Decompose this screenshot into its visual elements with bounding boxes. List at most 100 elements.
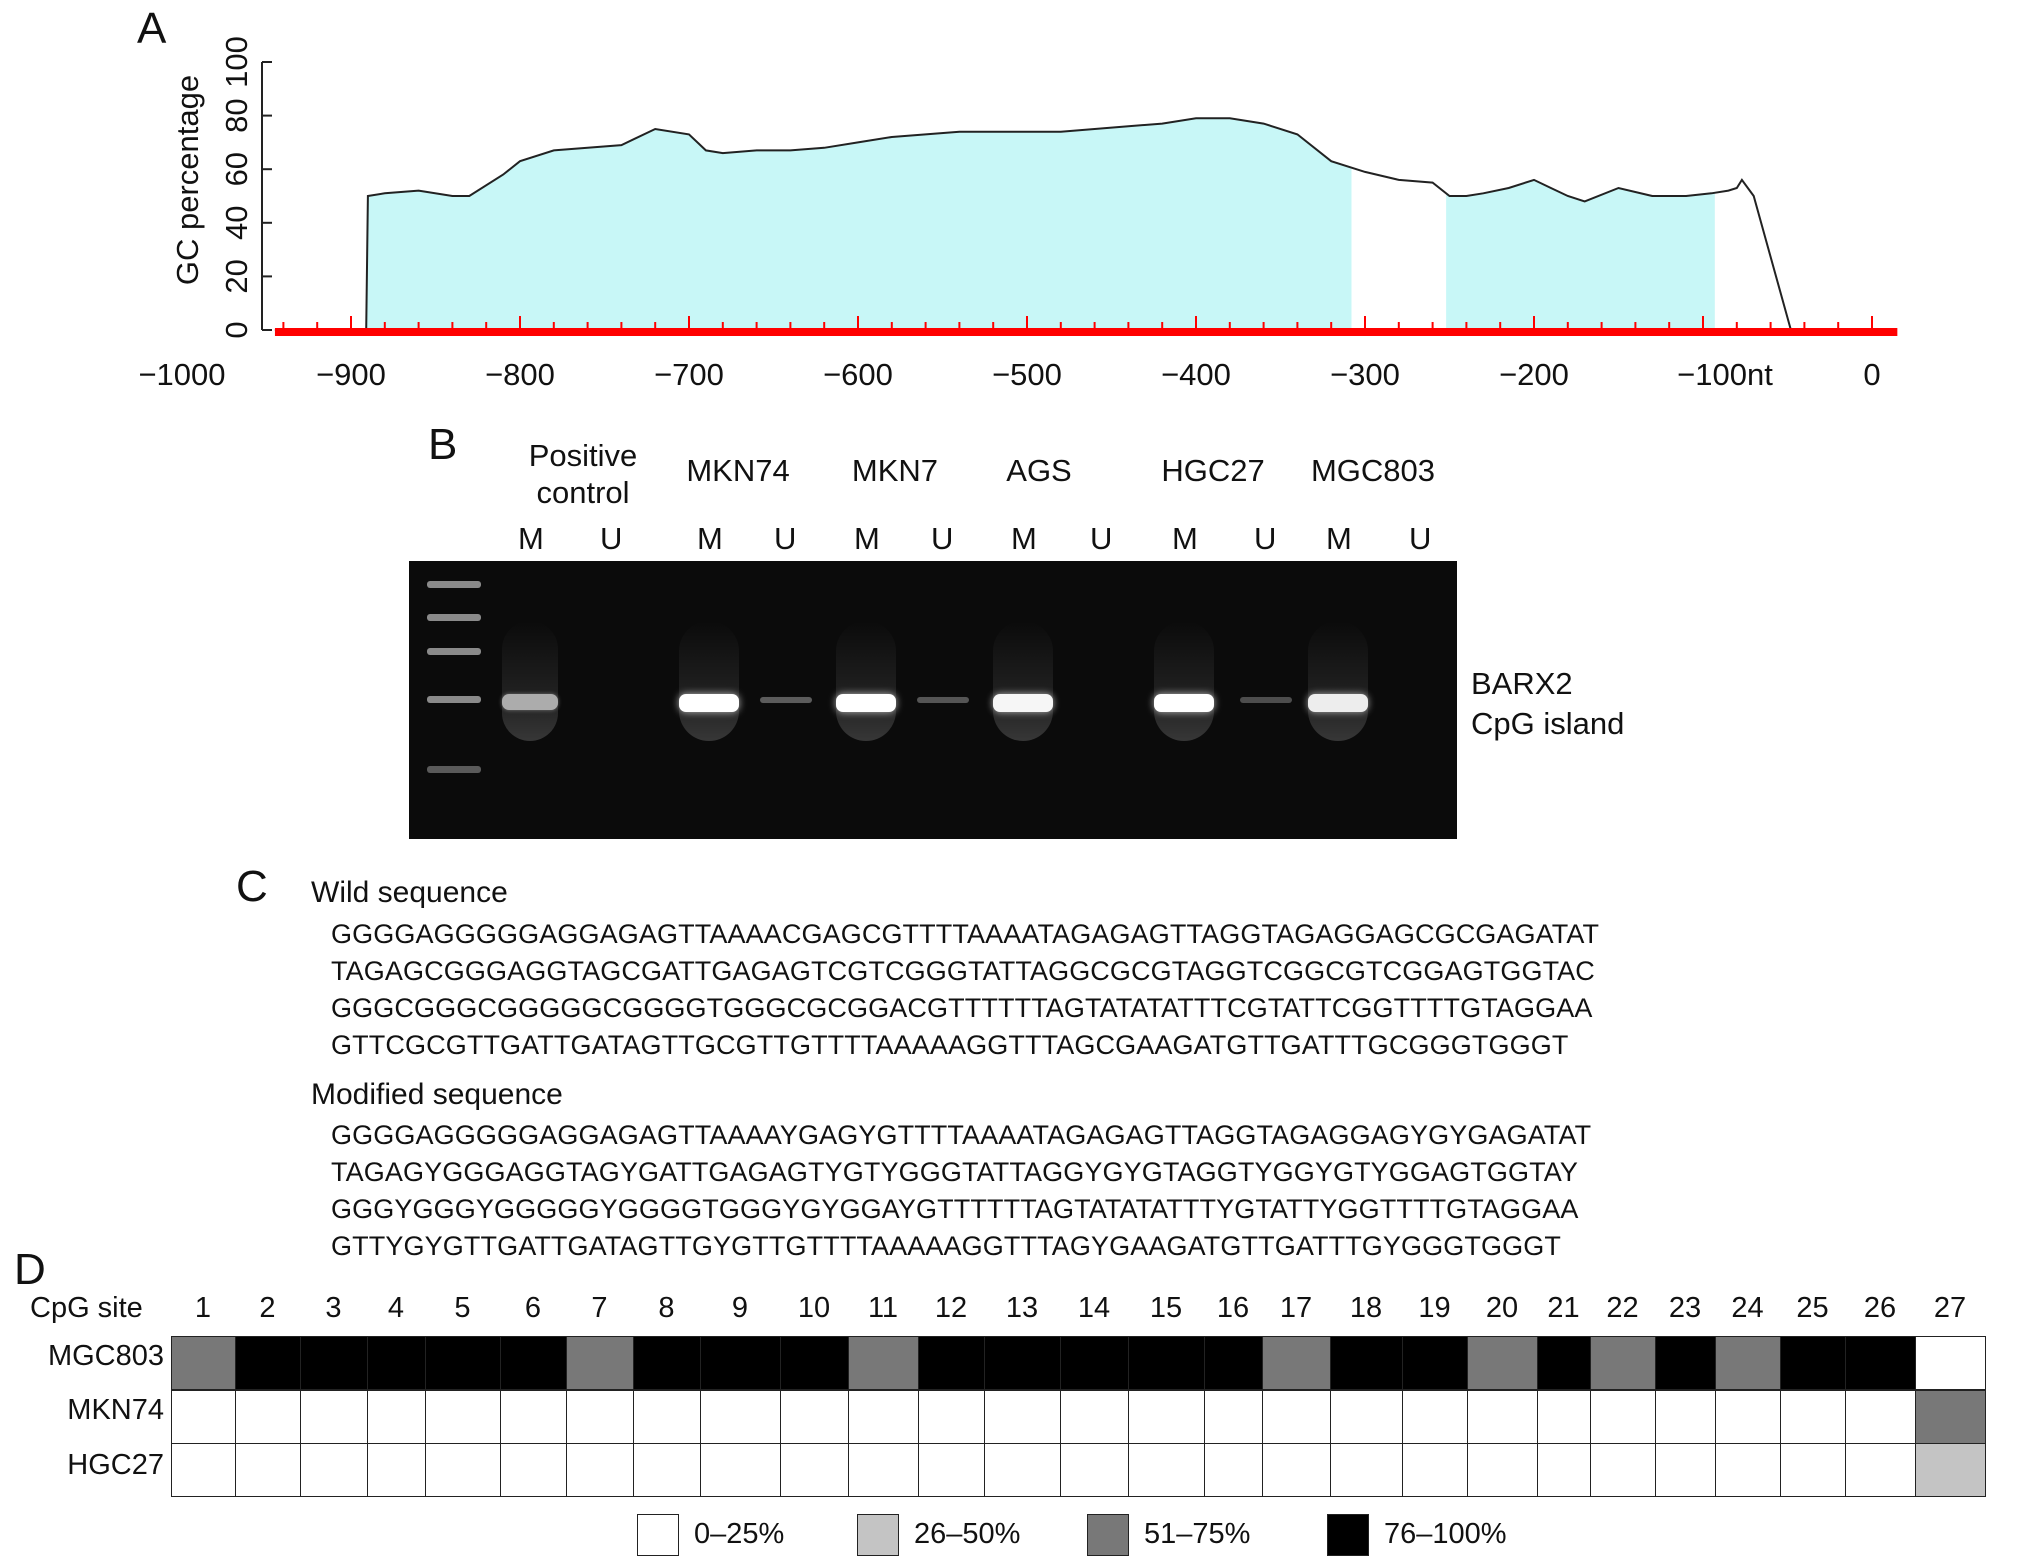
gel-image xyxy=(409,561,1457,839)
cpg-site-number: 4 xyxy=(387,1292,405,1324)
x-tick-label: −500 xyxy=(992,357,1062,392)
cpg-site-number: 21 xyxy=(1547,1292,1580,1324)
cpg-site-number: 10 xyxy=(797,1292,831,1324)
gc-percentage-chart: 0 20 40 60 80 100 −1000 −900 −800 −700 −600 −500 −4… xyxy=(138,36,1898,392)
panel-label-c: C xyxy=(236,862,268,911)
cpg-site-number: 9 xyxy=(731,1292,749,1324)
modified-sequence-line: GGGGAGGGGGAGGAGAGTTAAAAYGAGYGTTTTAAAATAG… xyxy=(331,1120,1592,1150)
methylation-cell xyxy=(367,1336,426,1390)
methylated-pcr-band xyxy=(1154,694,1214,712)
modified-sequence-line: TAGAGYGGGAGGTAGYGATTGAGAGTYGTYGGGTATTAGG… xyxy=(331,1157,1579,1187)
x-tick-label: 0 xyxy=(1863,357,1880,392)
methylation-cell xyxy=(1330,1443,1403,1497)
x-tick-label: −300 xyxy=(1330,357,1400,392)
cpg-site-header: CpG site xyxy=(30,1292,143,1324)
wild-sequence-line: GGGGAGGGGGAGGAGAGTTAAAACGAGCGTTTTAAAATAG… xyxy=(331,919,1600,949)
cpg-site-number: 25 xyxy=(1796,1292,1829,1324)
cpg-island-areas xyxy=(366,118,1715,330)
cpg-site-number: 15 xyxy=(1149,1292,1183,1324)
band-smear xyxy=(502,621,558,741)
panel-label-d: D xyxy=(14,1245,46,1294)
cpg-site-number: 22 xyxy=(1606,1292,1639,1324)
methylation-cell xyxy=(500,1443,567,1497)
gene-name: BARX2 xyxy=(1471,666,1573,701)
methylation-cell xyxy=(425,1390,501,1444)
methylation-cell xyxy=(848,1336,919,1390)
x-tick-label: −600 xyxy=(823,357,893,392)
wild-sequence-title: Wild sequence xyxy=(311,876,508,909)
cpg-site-number: 13 xyxy=(1005,1292,1039,1324)
methylation-cell xyxy=(1467,1336,1538,1390)
cpg-island-area xyxy=(1446,179,1715,330)
cpg-site-number: 17 xyxy=(1279,1292,1313,1324)
cpg-site-number: 2 xyxy=(259,1292,276,1324)
cpg-site-number: 14 xyxy=(1077,1292,1111,1324)
x-axis-red-bar xyxy=(274,328,1898,336)
band-smear xyxy=(1154,621,1214,741)
lane-name: Positive control xyxy=(528,438,638,510)
methylation-cell xyxy=(171,1390,236,1444)
band-smear xyxy=(993,621,1053,741)
unmethylated-lane-label: U xyxy=(774,521,797,556)
methylation-cell xyxy=(1467,1390,1538,1444)
methylation-cell xyxy=(633,1390,701,1444)
methylation-cell xyxy=(918,1443,985,1497)
methylated-lane-label: M xyxy=(1326,521,1352,556)
methylation-cell xyxy=(918,1390,985,1444)
methylation-cell xyxy=(1467,1443,1538,1497)
legend-swatch xyxy=(637,1514,679,1556)
methylation-cell xyxy=(1204,1336,1263,1390)
unmethylated-pcr-band xyxy=(917,697,969,703)
chart-axes xyxy=(261,61,272,331)
unmethylated-lane-label: U xyxy=(1090,521,1113,556)
cpg-site-number: 20 xyxy=(1485,1292,1519,1324)
methylation-cell xyxy=(1715,1443,1781,1497)
cpg-site-number: 1 xyxy=(194,1292,212,1324)
lane-name: HGC27 xyxy=(1161,453,1265,488)
wild-sequence-line: GTTCGCGTTGATTGATAGTTGCGTTGTTTTAAAAAGGTTT… xyxy=(331,1030,1569,1060)
methylation-cell xyxy=(300,1443,368,1497)
methylation-cell xyxy=(1330,1336,1403,1390)
wild-sequence-line: TAGAGCGGGAGGTAGCGATTGAGAGTCGTCGGGTATTAGG… xyxy=(331,956,1595,986)
methylation-cell xyxy=(566,1390,634,1444)
methylation-cell xyxy=(848,1443,919,1497)
methylation-cell xyxy=(566,1336,634,1390)
cpg-site-number: 24 xyxy=(1731,1292,1764,1324)
methylation-cell xyxy=(1204,1443,1263,1497)
panel-label-b: B xyxy=(428,420,458,469)
y-tick-label: 60 xyxy=(219,152,254,186)
cpg-site-number: 8 xyxy=(658,1292,675,1324)
cpg-site-number: 18 xyxy=(1349,1292,1383,1324)
methylated-pcr-band xyxy=(1308,694,1368,712)
legend-swatch xyxy=(1327,1514,1369,1556)
cpg-site-number: 11 xyxy=(867,1292,899,1324)
methylation-cell xyxy=(1655,1443,1716,1497)
legend-label: 76–100% xyxy=(1384,1518,1507,1550)
methylation-cell xyxy=(1128,1443,1205,1497)
modified-sequence-line: GGGYGGGYGGGGGYGGGGTGGGYGYGGAYGTTTTTTAGTA… xyxy=(331,1194,1579,1224)
lane-name: AGS xyxy=(1006,453,1072,488)
methylation-cell xyxy=(1780,1336,1846,1390)
methylation-cell xyxy=(1537,1336,1591,1390)
lane-name: MKN7 xyxy=(851,453,939,488)
unmethylated-lane-label: U xyxy=(1409,521,1432,556)
modified-sequence-title: Modified sequence xyxy=(311,1078,563,1111)
methylation-cell xyxy=(984,1443,1061,1497)
cell-line-label: HGC27 xyxy=(67,1449,164,1481)
panel-label-a: A xyxy=(137,4,167,53)
cpg-site-number: 16 xyxy=(1216,1292,1250,1324)
methylation-cell xyxy=(1402,1390,1468,1444)
lane-name: MGC803 xyxy=(1310,453,1436,488)
methylation-cell xyxy=(1845,1390,1916,1444)
methylation-cell xyxy=(984,1336,1061,1390)
methylation-cell xyxy=(780,1390,849,1444)
gene-label: BARX2 CpG island xyxy=(1471,664,1624,744)
methylated-lane-label: M xyxy=(518,521,544,556)
methylation-cell xyxy=(171,1336,236,1390)
gc-percentage-line xyxy=(274,117,1792,331)
methylated-pcr-band xyxy=(502,694,558,711)
cpg-site-number: 12 xyxy=(934,1292,968,1324)
band-smear xyxy=(836,621,896,741)
methylation-cell xyxy=(566,1443,634,1497)
x-tick-label: −900 xyxy=(316,357,386,392)
